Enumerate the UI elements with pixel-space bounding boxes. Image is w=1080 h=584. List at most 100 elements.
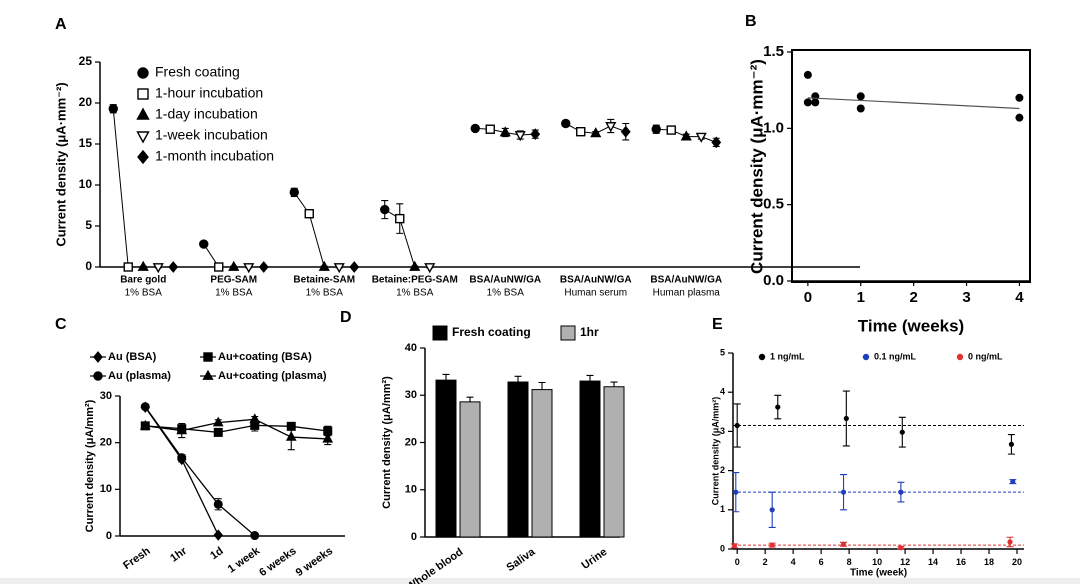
data-point (177, 453, 187, 463)
x-tick-note: Human serum (564, 288, 627, 299)
y-tick-label: 20 (79, 95, 93, 109)
legend-swatch (137, 88, 149, 100)
data-point (349, 261, 360, 273)
x-tick-label: 0 (804, 289, 812, 306)
data-point (803, 98, 812, 107)
data-point (666, 125, 676, 135)
x-tick-label: 2 (909, 289, 917, 306)
data-point (140, 402, 150, 412)
data-point (409, 260, 421, 271)
data-point (228, 260, 240, 271)
legend-label: Au (plasma) (108, 370, 171, 382)
legend-swatch (137, 67, 149, 79)
data-point (213, 529, 223, 541)
error-bar (514, 375, 522, 383)
data-point (1008, 441, 1015, 447)
y-axis-title: Current density (μA/mm²) (84, 399, 96, 532)
data-point (123, 262, 133, 272)
data-point (333, 263, 345, 274)
data-point (680, 130, 692, 141)
y-tick-label: 1.0 (763, 119, 784, 136)
data-point (731, 543, 737, 549)
data-point (1015, 113, 1024, 122)
data-point (899, 429, 905, 435)
data-point (470, 123, 480, 134)
series-line (145, 418, 328, 440)
y-axis-title: Current density (μA/mm²) (381, 376, 393, 509)
data-point (1007, 539, 1013, 545)
y-tick-label: 10 (100, 483, 112, 495)
data-point (485, 124, 495, 134)
x-tick-label: 8 (847, 557, 852, 567)
x-tick-label: 4 (791, 557, 796, 567)
data-point (214, 262, 224, 272)
data-point (711, 136, 722, 149)
legend-label: Au (BSA) (108, 351, 157, 363)
y-tick-label: 0 (85, 259, 92, 273)
x-tick-label: 3 (962, 289, 970, 306)
y-tick-label: 1.5 (763, 43, 784, 60)
data-point (620, 125, 631, 138)
legend-swatch (862, 353, 870, 361)
legend-label: 1-month incubation (155, 148, 274, 164)
legend-swatch (956, 353, 964, 361)
y-tick-label: 5 (720, 347, 725, 357)
data-point (152, 263, 164, 274)
x-tick-label: 1 (857, 289, 865, 306)
y-tick-label: 3 (720, 426, 725, 436)
data-point (734, 422, 740, 429)
legend-label: 1-day incubation (155, 106, 258, 122)
y-tick-label: 10 (79, 177, 93, 191)
legend-swatch (758, 353, 766, 361)
legend-label: Fresh coating (452, 325, 531, 339)
y-tick-label: 0 (720, 543, 725, 553)
data-point (304, 208, 314, 219)
data-point (258, 261, 269, 273)
y-tick-label: 20 (100, 437, 112, 449)
bar (531, 389, 553, 538)
x-tick-note: 1% BSA (487, 288, 525, 299)
data-point (168, 261, 179, 273)
data-point (898, 545, 904, 551)
error-bar (466, 396, 474, 402)
data-point (250, 531, 260, 541)
data-point (395, 213, 405, 224)
panel-label: C (55, 316, 67, 333)
y-tick-label: 0.0 (763, 272, 784, 289)
legend-label: Fresh coating (155, 64, 240, 80)
x-tick-label: BSA/AuNW/GA (650, 275, 722, 286)
error-bar (538, 381, 546, 390)
data-point (605, 122, 617, 133)
data-point (576, 126, 586, 137)
legend-label: 1 ng/mL (770, 351, 805, 361)
data-point (733, 489, 739, 495)
legend-swatch (202, 369, 214, 380)
series-line (145, 424, 328, 434)
panel-label: E (712, 316, 723, 333)
x-tick-label: 14 (928, 557, 938, 567)
y-tick-label: 10 (405, 484, 417, 496)
legend-label: 1-week incubation (155, 127, 268, 143)
data-point (590, 127, 602, 138)
legend-swatch (560, 325, 576, 341)
data-point (856, 92, 865, 101)
legend-label: 0 ng/mL (968, 351, 1003, 361)
data-point (243, 263, 255, 274)
y-axis-title: Current density (μA/mm²) (710, 397, 720, 506)
bar (579, 380, 601, 538)
trend-line (807, 97, 1020, 110)
connector-line (384, 209, 430, 268)
data-point (695, 132, 707, 143)
x-tick-label: BSA/AuNW/GA (469, 275, 541, 286)
data-point (514, 131, 526, 142)
legend-label: Au+coating (BSA) (218, 351, 312, 363)
legend-label: 1hr (580, 325, 599, 339)
data-point (424, 263, 436, 274)
x-tick-label: 20 (1012, 557, 1022, 567)
y-tick-label: 0 (411, 531, 417, 543)
legend-swatch (432, 325, 448, 341)
y-tick-label: 0.5 (763, 196, 784, 213)
error-bar (610, 381, 618, 387)
data-point (769, 507, 775, 513)
